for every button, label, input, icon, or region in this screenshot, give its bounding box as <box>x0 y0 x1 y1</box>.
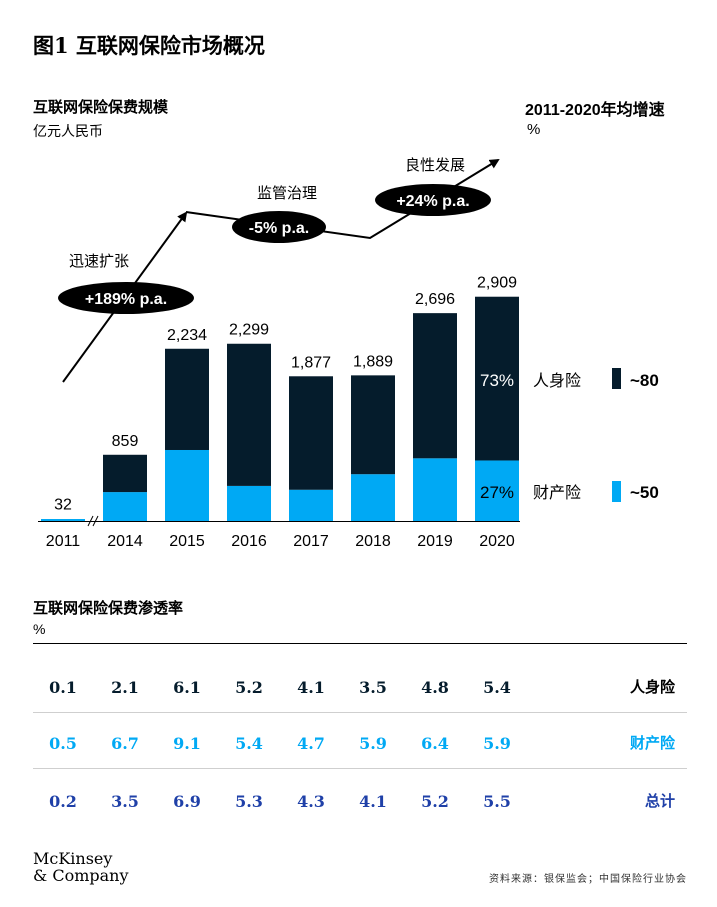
penetration-cell-property: 0.5 <box>49 734 77 753</box>
penetration-cell-property: 9.1 <box>173 734 201 753</box>
penetration-cell-life: 4.8 <box>421 678 449 697</box>
penetration-cell-total: 5.3 <box>235 792 263 811</box>
bar-property <box>227 485 271 521</box>
x-tick-label: 2020 <box>479 533 515 550</box>
legend-swatch-property <box>612 481 621 502</box>
cagr-unit: % <box>527 121 541 138</box>
penetration-cell-life: 5.4 <box>483 678 511 697</box>
growth-bubble-healthy <box>375 184 491 216</box>
penetration-cell-property: 5.9 <box>483 734 511 753</box>
bar-total-label: 859 <box>112 433 139 450</box>
penetration-row-property: 财产险 0.5 6.7 9.1 5.4 4.7 5.9 6.4 5.9 <box>33 716 687 772</box>
bar-life <box>289 376 333 490</box>
bar-total-label: 1,877 <box>291 354 331 371</box>
penetration-cell-property: 4.7 <box>297 734 325 753</box>
share-label-life: 73% <box>480 371 514 390</box>
premium-bar-chart: 32 2011 859 2014 2,234 2015 2,299 2016 1,877 2017… <box>38 157 659 550</box>
penetration-cell-life: 3.5 <box>359 678 387 697</box>
bar-property <box>351 474 395 521</box>
growth-label-healthy: +24% p.a. <box>396 193 469 210</box>
growth-bubble-regulation <box>232 211 326 243</box>
x-tick-label: 2011 <box>46 533 81 550</box>
x-tick-label: 2017 <box>293 533 329 550</box>
penetration-cell-life: 0.1 <box>49 678 77 697</box>
penetration-row-total: 总计 0.2 3.5 6.9 5.3 4.3 4.1 5.2 5.5 <box>33 774 687 830</box>
bar-life <box>165 348 209 450</box>
penetration-unit: % <box>33 621 46 637</box>
bar-property <box>289 489 333 521</box>
penetration-cell-life: 2.1 <box>111 678 139 697</box>
row-divider <box>33 712 687 713</box>
source-note: 资料来源：银保监会；中国保险行业协会 <box>489 874 687 885</box>
series-label-property: 财产险 <box>533 484 581 502</box>
bar-life <box>413 313 457 459</box>
x-tick-label: 2015 <box>169 533 205 550</box>
table-top-divider <box>33 643 687 644</box>
penetration-cell-life: 6.1 <box>173 678 201 697</box>
penetration-cell-life: 4.1 <box>297 678 325 697</box>
bar-total-label: 2,234 <box>167 327 207 344</box>
penetration-cell-total: 4.3 <box>297 792 325 811</box>
legend-swatch-life <box>612 368 621 389</box>
chart-subtitle: 互联网保险保费规模 <box>33 98 169 116</box>
penetration-cell-property: 6.4 <box>421 734 449 753</box>
bar-total-label: 32 <box>54 497 72 514</box>
row-label-life: 人身险 <box>629 678 675 696</box>
penetration-cell-total: 4.1 <box>359 792 387 811</box>
bar-property <box>41 519 85 521</box>
penetration-cell-property: 6.7 <box>111 734 139 753</box>
bar-property <box>165 449 209 521</box>
row-label-property: 财产险 <box>629 734 675 752</box>
cagr-title: 2011-2020年均增速 <box>525 102 665 119</box>
phase-label-expansion: 迅速扩张 <box>69 253 129 270</box>
axis-break-mark <box>92 515 99 527</box>
bar-total-label: 1,889 <box>353 353 393 370</box>
penetration-cell-property: 5.9 <box>359 734 387 753</box>
phase-label-regulation: 监管治理 <box>257 185 317 202</box>
growth-label-regulation: -5% p.a. <box>249 220 309 237</box>
axis-break-mark <box>87 515 94 527</box>
bar-life <box>475 296 519 461</box>
penetration-cell-total: 5.2 <box>421 792 449 811</box>
bar-property <box>103 492 147 521</box>
row-label-total: 总计 <box>644 792 675 810</box>
bar-property <box>413 458 457 521</box>
growth-label-expansion: +189% p.a. <box>85 291 167 308</box>
x-tick-label: 2018 <box>355 533 391 550</box>
penetration-cell-life: 5.2 <box>235 678 263 697</box>
penetration-cell-total: 3.5 <box>111 792 139 811</box>
phase-label-healthy: 良性发展 <box>405 157 465 174</box>
bar-property <box>475 460 519 521</box>
x-tick-label: 2014 <box>107 533 143 550</box>
penetration-cell-property: 5.4 <box>235 734 263 753</box>
penetration-row-life: 人身险 0.1 2.1 6.1 5.2 4.1 3.5 4.8 5.4 <box>33 660 687 716</box>
bar-total-label: 2,299 <box>229 322 269 339</box>
mckinsey-logo: McKinsey & Company <box>33 850 129 884</box>
series-label-life: 人身险 <box>533 372 581 390</box>
x-tick-label: 2019 <box>417 533 453 550</box>
bar-total-label: 2,696 <box>415 291 455 308</box>
chart-unit: 亿元人民币 <box>33 124 103 140</box>
bar-life <box>227 343 271 486</box>
bar-total-label: 2,909 <box>477 275 517 292</box>
penetration-cell-total: 0.2 <box>49 792 77 811</box>
bar-life <box>351 375 395 475</box>
figure-title: 图1 互联网保险市场概况 <box>33 33 265 58</box>
row-divider <box>33 768 687 769</box>
penetration-cell-total: 5.5 <box>483 792 511 811</box>
penetration-title: 互联网保险保费渗透率 <box>33 599 184 617</box>
x-tick-label: 2016 <box>231 533 267 550</box>
growth-bubble-expansion <box>58 282 194 314</box>
logo-line-1: McKinsey <box>33 849 113 868</box>
logo-line-2: & Company <box>33 866 129 885</box>
bar-life <box>103 454 147 493</box>
cagr-value-property: ~50 <box>630 483 659 502</box>
cagr-value-life: ~80 <box>630 371 659 390</box>
penetration-cell-total: 6.9 <box>173 792 201 811</box>
share-label-property: 27% <box>480 483 514 502</box>
